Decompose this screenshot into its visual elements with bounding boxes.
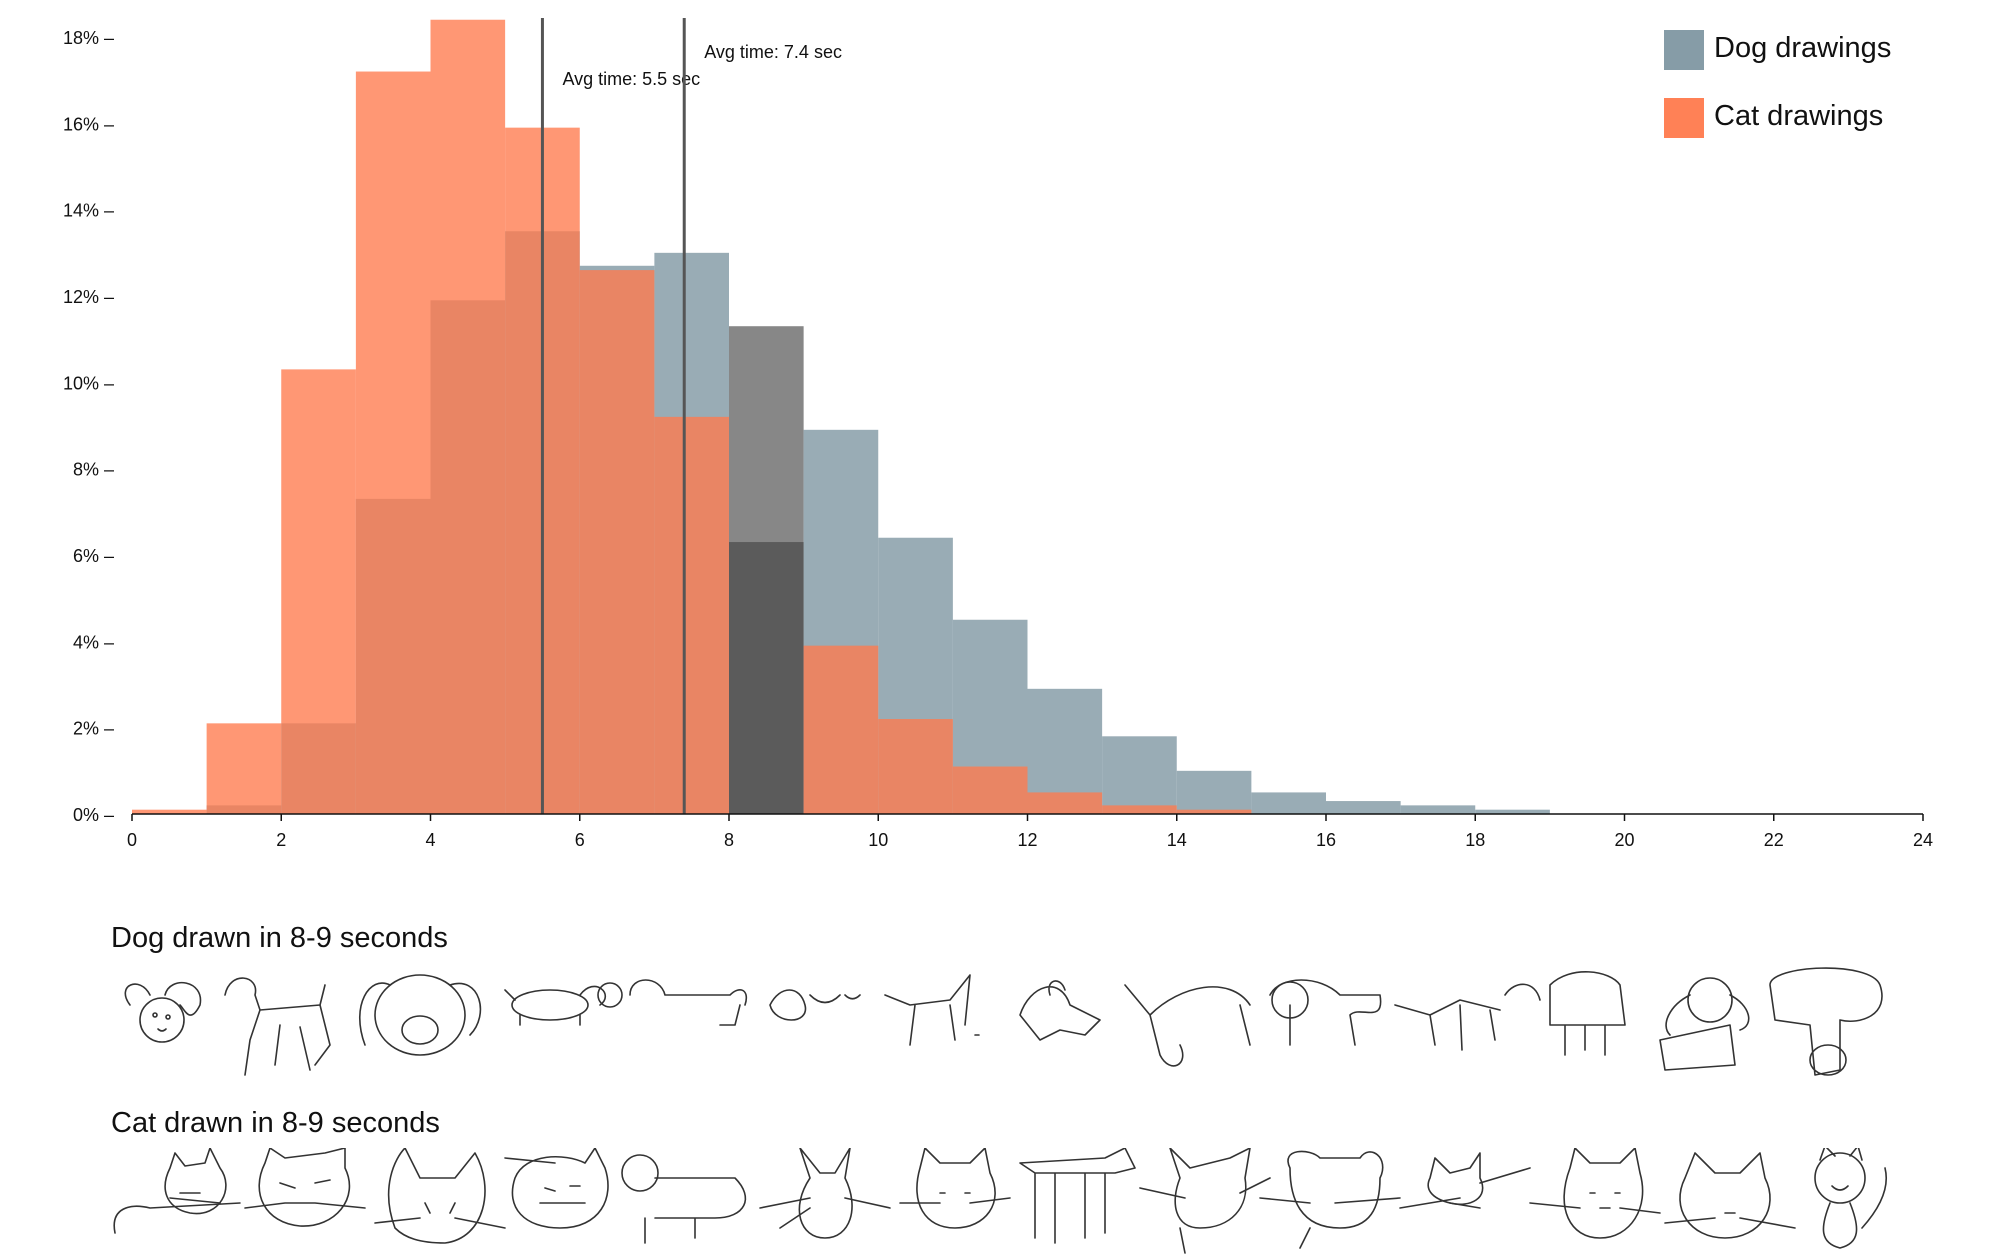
dog-doodle (359, 974, 482, 1056)
x-tick-label: 0 (127, 830, 137, 850)
dog-doodle (1019, 980, 1101, 1041)
y-tick-label: 2% – (73, 719, 114, 739)
dog-doodle (504, 982, 623, 1026)
x-tick-label: 10 (868, 830, 888, 850)
dog-doodle (1394, 983, 1541, 1051)
y-tick-label: 16% – (63, 114, 114, 134)
legend-label: Dog drawings (1714, 32, 1891, 64)
x-tick-label: 18 (1465, 830, 1485, 850)
y-tick-label: 10% – (63, 373, 114, 393)
cat-doodle (374, 1148, 506, 1244)
dog-doodle (629, 979, 861, 1026)
cat-bar (1176, 809, 1252, 814)
dog-doodle (1124, 984, 1251, 1067)
y-tick-label: 6% – (73, 546, 114, 566)
cat-doodle (899, 1148, 1011, 1229)
y-tick-label: 14% – (63, 201, 114, 221)
cat-doodle (504, 1148, 609, 1229)
x-tick-label: 20 (1614, 830, 1634, 850)
cat-doodle (244, 1148, 366, 1227)
x-tick-label: 12 (1017, 830, 1037, 850)
legend: Dog drawings Cat drawings (1664, 30, 1891, 138)
dog-bar (1102, 736, 1177, 814)
x-tick-label: 24 (1913, 830, 1933, 850)
cat-bar (355, 71, 431, 815)
y-tick-label: 18% – (63, 28, 114, 48)
axes: 0 2 4 6 8 10 12 14 16 18 20 22 240% –2% –4% –6% –8% … (63, 28, 1933, 850)
avg-time-label: Avg time: 5.5 sec (562, 69, 700, 89)
dog-examples-title: Dog drawn in 8-9 seconds (111, 922, 448, 954)
cat-bar (729, 542, 804, 814)
dog-bar (1251, 792, 1326, 814)
cat-bar (132, 809, 207, 814)
cat-bar (430, 19, 506, 814)
cat-bar (952, 766, 1028, 814)
cat-bar (579, 270, 655, 815)
legend-swatch (1664, 98, 1704, 138)
y-tick-label: 0% – (73, 805, 114, 825)
cat-bar (654, 416, 729, 814)
cat-bar (803, 645, 879, 814)
cat-doodle (1664, 1152, 1796, 1239)
cat-doodle (1529, 1148, 1661, 1239)
dog-doodle (1269, 979, 1382, 1046)
dog-bar (1475, 809, 1550, 814)
cat-doodle (1019, 1148, 1136, 1244)
dog-doodle-strip (110, 965, 1910, 1085)
avg-time-label: Avg time: 7.4 sec (704, 42, 842, 62)
cat-bar (206, 723, 282, 814)
dog-doodle (884, 974, 980, 1046)
x-tick-label: 2 (276, 830, 286, 850)
x-tick-label: 22 (1764, 830, 1784, 850)
y-tick-label: 4% – (73, 632, 114, 652)
y-tick-label: 12% – (63, 287, 114, 307)
cat-examples-title: Cat drawn in 8-9 seconds (111, 1107, 440, 1139)
x-tick-label: 8 (724, 830, 734, 850)
cat-doodle (113, 1148, 241, 1234)
cat-bar (1027, 792, 1103, 814)
x-tick-label: 14 (1167, 830, 1187, 850)
x-tick-label: 4 (425, 830, 435, 850)
cat-doodle (621, 1154, 747, 1244)
y-tick-label: 8% – (73, 460, 114, 480)
dog-bar (1400, 805, 1476, 814)
cat-doodle-strip (110, 1148, 1910, 1254)
bars-layer (132, 19, 1550, 815)
cat-doodle (1139, 1148, 1271, 1254)
legend-swatch (1664, 30, 1704, 70)
x-tick-label: 16 (1316, 830, 1336, 850)
dog-doodle (124, 981, 202, 1043)
cat-bar (1102, 805, 1177, 814)
x-tick-label: 6 (575, 830, 585, 850)
dog-bar (1326, 801, 1401, 814)
dog-bar (1176, 770, 1252, 814)
dog-doodle (224, 977, 331, 1076)
dog-doodle (1769, 967, 1883, 1076)
legend-label: Cat drawings (1714, 100, 1883, 132)
cat-doodle (1259, 1150, 1401, 1249)
dog-doodle (1549, 971, 1626, 1056)
cat-doodle (1399, 1152, 1531, 1209)
cat-doodle (759, 1148, 891, 1239)
cat-bar (281, 369, 356, 814)
dog-doodle (1659, 977, 1750, 1071)
cat-bar (878, 719, 953, 814)
cat-doodle (1814, 1148, 1887, 1249)
